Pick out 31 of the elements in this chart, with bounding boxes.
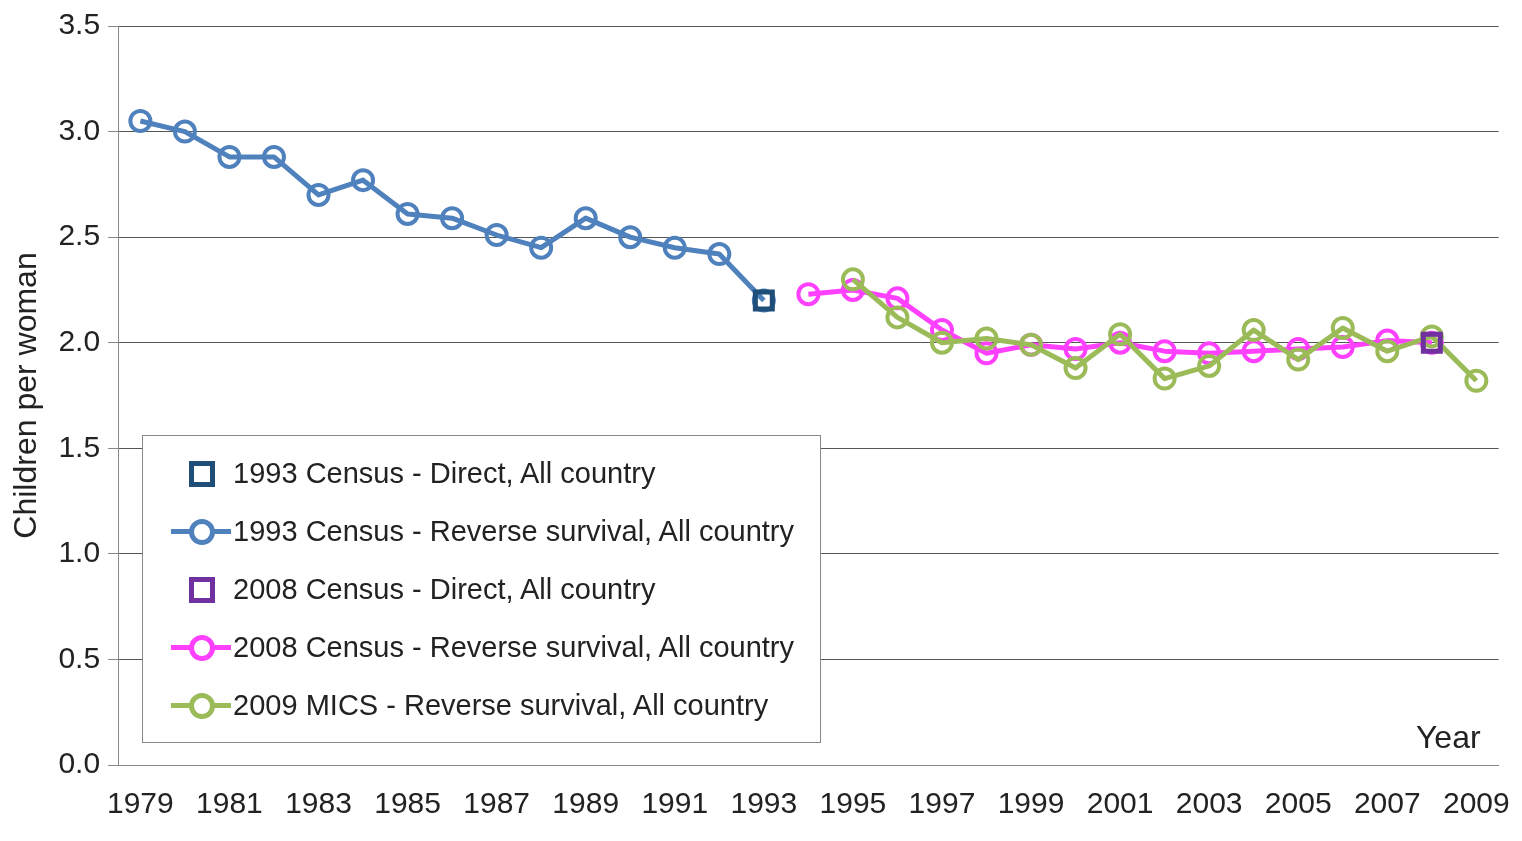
x-tick-label: 1995 [819,786,887,820]
y-tick-label: 2.5 [58,218,101,252]
legend-label: 2009 MICS - Reverse survival, All country [233,688,769,722]
x-tick-label: 2003 [1175,786,1243,820]
x-tick-label: 1981 [196,786,263,820]
y-tick-label: 0.0 [58,746,101,780]
y-tick-label: 1.5 [58,429,101,463]
x-axis-title: Year [1415,718,1481,755]
x-tick-label: 1999 [997,786,1065,820]
y-tick-label: 0.5 [58,640,101,674]
legend-label: 1993 Census - Reverse survival, All country [233,514,795,548]
x-tick-label: 2007 [1353,786,1421,820]
x-tick-label: 1987 [463,786,531,820]
x-tick-label: 2009 [1442,786,1510,820]
x-tick-label: 1997 [908,786,976,820]
x-tick-label: 1989 [552,786,620,820]
legend-label: 2008 Census - Reverse survival, All country [233,630,795,664]
x-tick-label: 1979 [107,786,174,820]
x-tick-label: 2005 [1264,786,1332,820]
x-tick-label: 2001 [1086,786,1154,820]
x-tick-label: 1993 [730,786,798,820]
x-tick-label: 1985 [374,786,441,820]
legend-label: 1993 Census - Direct, All country [233,456,656,490]
y-tick-label: 3.0 [58,112,101,146]
y-tick-label: 1.0 [58,535,101,569]
y-tick-label: 3.5 [58,7,101,41]
y-axis-title: Children per woman [7,252,44,539]
y-tick-label: 2.0 [58,323,101,357]
x-tick-label: 1991 [641,786,709,820]
x-tick-label: 1983 [285,786,352,820]
legend-label: 2008 Census - Direct, All country [233,572,656,606]
